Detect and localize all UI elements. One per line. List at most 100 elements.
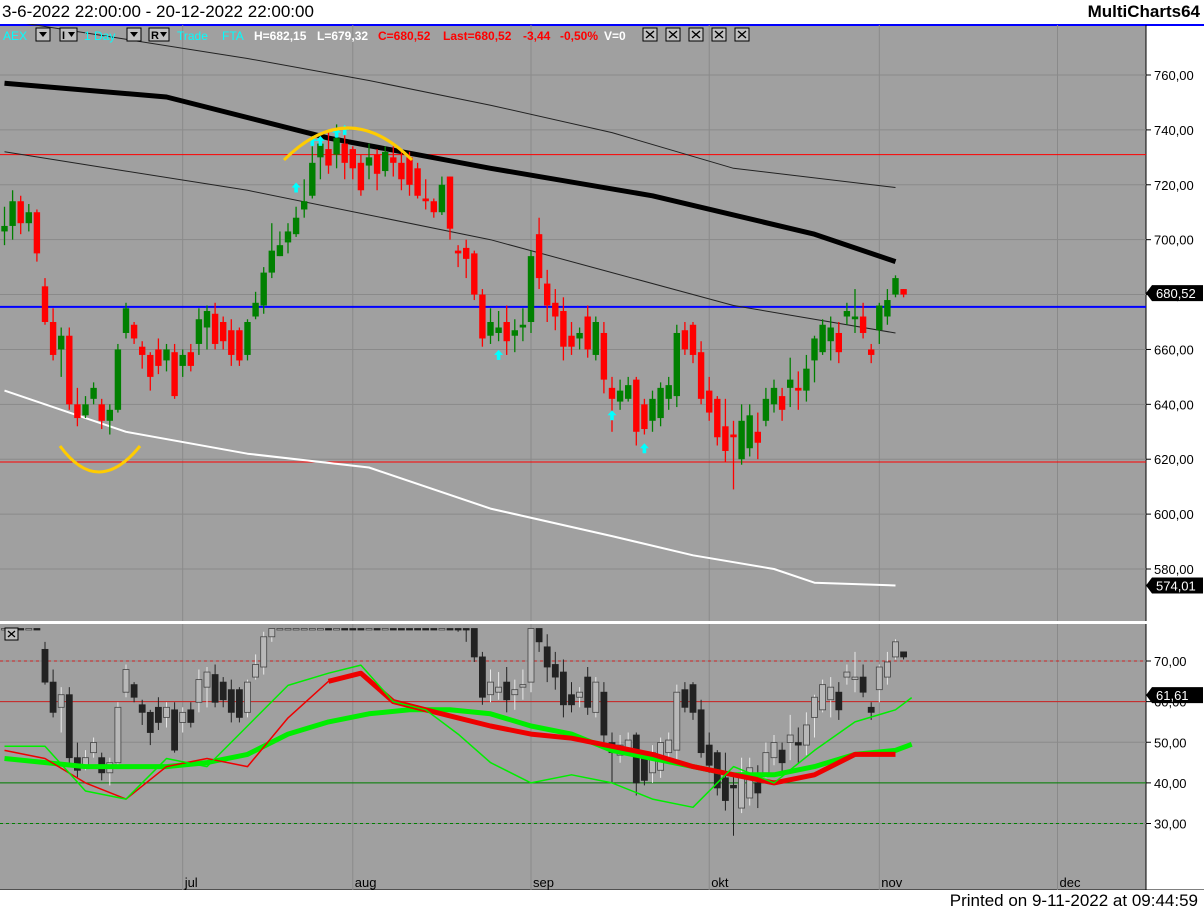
close-study-button-2[interactable] <box>665 27 681 42</box>
fta-label[interactable]: FTA <box>222 29 244 43</box>
candle-body[interactable] <box>139 346 146 355</box>
ma-thick-line[interactable] <box>4 80 897 264</box>
candle-body[interactable] <box>519 324 527 328</box>
candle-body[interactable] <box>74 404 81 419</box>
candle-body[interactable] <box>746 415 753 449</box>
candle-body[interactable] <box>122 308 130 333</box>
candle-body[interactable] <box>82 404 89 416</box>
ma-lower-line[interactable] <box>4 151 896 334</box>
candle-body[interactable] <box>657 387 664 419</box>
candle-body[interactable] <box>58 335 65 350</box>
candle-body[interactable] <box>811 338 818 361</box>
indicator-menu-button[interactable] <box>59 27 78 42</box>
candle-body[interactable] <box>560 311 567 347</box>
candle-body[interactable] <box>220 322 227 342</box>
candle-body[interactable] <box>106 409 113 421</box>
candle-body[interactable] <box>762 398 770 421</box>
candle-body[interactable] <box>446 176 454 229</box>
candle-body[interactable] <box>147 354 154 377</box>
candle-body[interactable] <box>98 404 105 421</box>
candle-body[interactable] <box>770 387 778 405</box>
candle-body[interactable] <box>843 311 851 317</box>
candle-body[interactable] <box>859 316 867 333</box>
candle-body[interactable] <box>211 313 219 344</box>
candle-body[interactable] <box>454 250 462 254</box>
candle-body[interactable] <box>276 245 284 257</box>
candle-body[interactable] <box>868 349 875 355</box>
candle-body[interactable] <box>681 330 689 350</box>
candle-body[interactable] <box>697 352 705 399</box>
arrow-up-icon[interactable] <box>639 443 649 454</box>
candle-body[interactable] <box>66 335 73 405</box>
candle-body[interactable] <box>527 256 535 322</box>
candle-body[interactable] <box>511 330 518 336</box>
candle-body[interactable] <box>325 149 332 166</box>
oscillator-pane[interactable] <box>0 624 1146 890</box>
candle-body[interactable] <box>835 332 842 353</box>
candle-body[interactable] <box>1 225 8 232</box>
candle-body[interactable] <box>25 212 32 224</box>
candle-body[interactable] <box>552 302 559 317</box>
candle-body[interactable] <box>787 379 794 388</box>
candle-body[interactable] <box>892 278 899 295</box>
candle-body[interactable] <box>544 283 551 306</box>
candle-body[interactable] <box>309 162 316 196</box>
candle-body[interactable] <box>163 349 170 361</box>
candle-body[interactable] <box>41 286 49 322</box>
close-study-button-5[interactable] <box>734 27 750 42</box>
candle-body[interactable] <box>292 217 300 235</box>
candle-body[interactable] <box>155 349 162 366</box>
candle-body[interactable] <box>390 157 397 163</box>
candle-body[interactable] <box>317 143 324 158</box>
candle-body[interactable] <box>600 332 608 380</box>
candle-body[interactable] <box>900 289 907 295</box>
candle-body[interactable] <box>778 396 786 410</box>
candle-body[interactable] <box>365 157 373 166</box>
candle-body[interactable] <box>373 154 381 174</box>
candle-body[interactable] <box>130 324 138 339</box>
ma-upper-line[interactable] <box>4 19 896 188</box>
close-study-button-4[interactable] <box>711 27 727 42</box>
candle-body[interactable] <box>114 349 122 410</box>
candle-body[interactable] <box>414 168 421 196</box>
candle-body[interactable] <box>422 198 429 202</box>
candle-body[interactable] <box>236 330 243 361</box>
candle-body[interactable] <box>827 327 834 342</box>
candle-body[interactable] <box>90 387 97 399</box>
price-pane[interactable] <box>0 25 1146 621</box>
candle-body[interactable] <box>17 201 24 224</box>
candle-body[interactable] <box>730 434 737 438</box>
candle-body[interactable] <box>187 352 194 366</box>
arrow-up-icon[interactable] <box>494 349 504 360</box>
candle-body[interactable] <box>398 162 405 180</box>
candle-body[interactable] <box>608 387 616 399</box>
candle-body[interactable] <box>576 332 583 339</box>
candle-body[interactable] <box>754 431 761 443</box>
candle-body[interactable] <box>471 253 478 295</box>
candle-body[interactable] <box>9 201 16 226</box>
candle-body[interactable] <box>487 322 494 336</box>
osc-fast-green-line[interactable] <box>4 664 913 809</box>
candle-body[interactable] <box>49 322 57 355</box>
close-study-button-1[interactable] <box>642 27 658 42</box>
arrow-up-icon[interactable] <box>315 135 325 146</box>
candle-body[interactable] <box>714 398 721 438</box>
candle-body[interactable] <box>706 390 713 413</box>
mode-button[interactable] <box>148 27 170 42</box>
candle-body[interactable] <box>406 157 413 185</box>
candle-body[interactable] <box>616 390 624 402</box>
candle-body[interactable] <box>33 212 41 254</box>
candle-body[interactable] <box>641 404 648 430</box>
close-study-button-3[interactable] <box>688 27 704 42</box>
candle-body[interactable] <box>584 316 591 350</box>
arrow-up-icon[interactable] <box>291 182 301 193</box>
candle-body[interactable] <box>195 319 203 344</box>
candle-body[interactable] <box>819 324 826 353</box>
candle-body[interactable] <box>333 138 340 155</box>
candle-body[interactable] <box>357 162 365 191</box>
candle-body[interactable] <box>260 272 267 306</box>
candle-body[interactable] <box>268 250 275 273</box>
candle-body[interactable] <box>592 322 599 355</box>
candle-body[interactable] <box>438 184 446 213</box>
annotation-arc-bottom[interactable] <box>58 445 142 474</box>
